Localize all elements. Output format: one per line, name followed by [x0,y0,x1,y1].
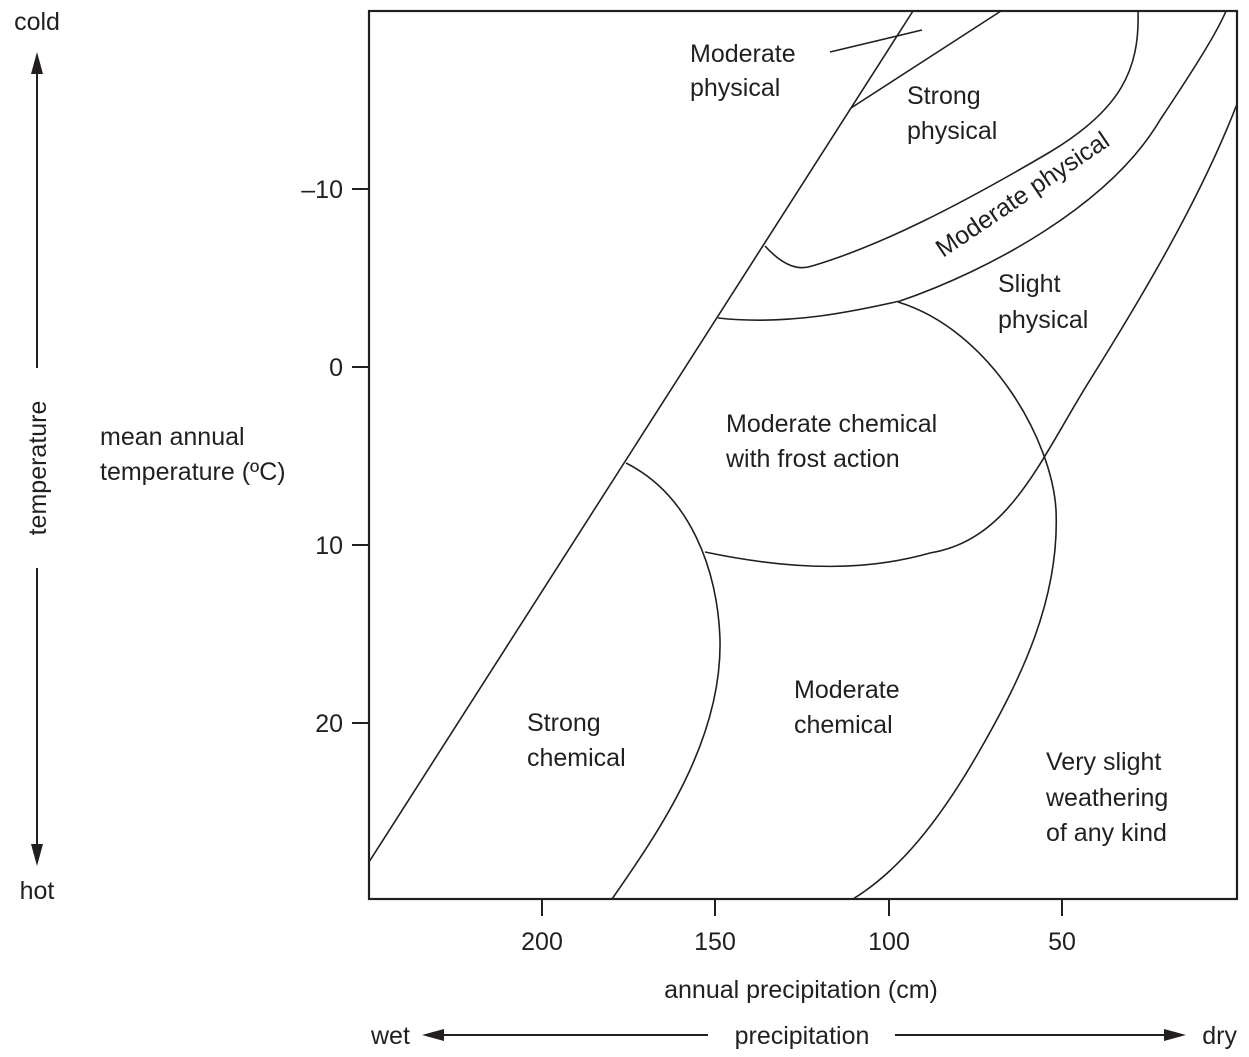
y-tick-label: 20 [315,710,343,738]
region-label-very-slight: of any kind [1046,819,1167,847]
slight-physical-boundary [704,103,1238,568]
region-label-moderate-chemical-frost: with frost action [725,445,900,473]
region-boundaries [368,10,1238,900]
region-label-slight-physical: Slight [998,270,1061,298]
temperature-arrow: cold temperature hot [14,8,60,905]
region-label-very-slight: weathering [1045,784,1168,812]
region-label-moderate-chemical: chemical [794,711,893,739]
region-label-moderate-physical: physical [690,74,780,102]
x-tick-label: 100 [868,928,910,956]
region-label-slight-physical: physical [998,306,1088,334]
x-axis-label: annual precipitation (cm) [664,976,938,1004]
precipitation-arrow: wet precipitation dry [370,1022,1237,1050]
arrow-up-icon [31,52,43,74]
label-pointer-line [829,29,923,53]
strong-chemical-boundary [611,462,721,900]
dry-label: dry [1202,1022,1237,1050]
x-tick-label: 200 [521,928,563,956]
region-label-strong-physical: physical [907,117,997,145]
region-labels: Moderate physical Strong physical Modera… [527,40,1168,847]
y-tick-label: –10 [301,176,343,204]
arrow-right-icon [1164,1029,1186,1041]
strong-physical-boundary [764,10,1139,269]
region-label-very-slight: Very slight [1046,748,1161,776]
cold-label: cold [14,8,60,36]
y-tick-label: 10 [315,532,343,560]
y-tick-label: 0 [329,354,343,382]
moderate-physical-boundary [717,10,1227,321]
x-tick-label: 150 [694,928,736,956]
arrow-down-icon [31,844,43,866]
temperature-arrow-label: temperature [24,401,52,536]
hot-label: hot [20,877,55,905]
x-axis-ticks: 200 150 100 50 [521,899,1076,956]
precipitation-arrow-label: precipitation [735,1022,870,1050]
region-label-moderate-physical-band: Moderate physical [931,126,1115,263]
region-label-strong-physical: Strong [907,82,981,110]
region-label-strong-chemical: Strong [527,709,601,737]
left-boundary-line [368,10,914,863]
x-tick-label: 50 [1048,928,1076,956]
y-axis-ticks: –10 0 10 20 [301,176,369,738]
region-label-strong-chemical: chemical [527,744,626,772]
arrow-left-icon [422,1029,444,1041]
y-axis-label-line2: temperature (ºC) [100,458,286,486]
y-axis-label-line1: mean annual [100,423,245,451]
wet-label: wet [370,1022,410,1050]
frost-action-right-boundary [852,301,1058,900]
region-label-moderate-physical: Moderate [690,40,796,68]
region-label-moderate-chemical: Moderate [794,676,900,704]
plot-frame [367,9,1239,901]
region-label-moderate-chemical-frost: Moderate chemical [726,410,937,438]
top-separator-line [850,10,1002,109]
